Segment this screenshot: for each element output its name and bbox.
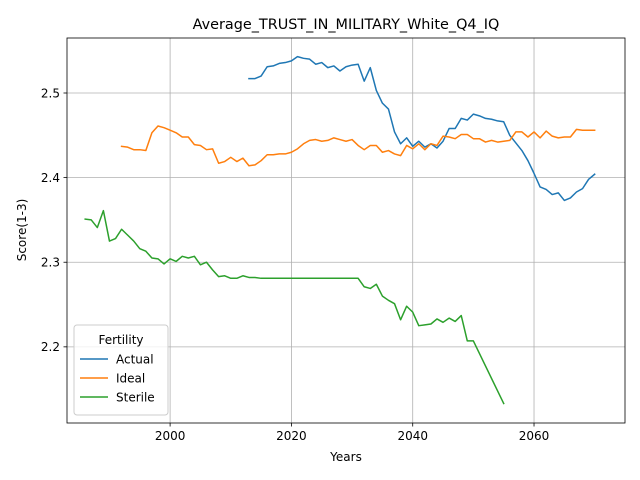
legend-label-sterile: Sterile: [116, 390, 155, 404]
x-tick-label: 2040: [397, 429, 428, 443]
chart-title: Average_TRUST_IN_MILITARY_White_Q4_IQ: [193, 17, 500, 33]
x-axis-label: Years: [329, 450, 362, 464]
series-line-sterile: [84, 209, 505, 405]
x-tick-label: 2020: [276, 429, 307, 443]
series-line-ideal: [120, 125, 596, 167]
legend-box: [73, 324, 169, 416]
series-lines: [84, 55, 596, 405]
y-tick-label: 2.5: [41, 86, 60, 100]
legend: Fertility Actual Ideal Sterile: [73, 324, 169, 416]
y-axis-label: Score(1-3): [15, 199, 29, 262]
y-tick-label: 2.3: [41, 256, 60, 270]
y-axis-ticks: 2.2 2.3 2.4 2.5: [41, 86, 67, 354]
y-tick-label: 2.4: [41, 171, 60, 185]
legend-label-actual: Actual: [116, 352, 154, 366]
legend-title: Fertility: [98, 333, 143, 347]
series-line-actual: [248, 55, 596, 202]
x-axis-ticks: 2000 2020 2040 2060: [155, 423, 549, 443]
x-tick-label: 2060: [519, 429, 550, 443]
y-tick-label: 2.2: [41, 340, 60, 354]
x-gridlines: [169, 38, 535, 423]
plot-frame: [66, 37, 626, 424]
x-tick-label: 2000: [155, 429, 186, 443]
legend-label-ideal: Ideal: [116, 371, 145, 385]
legend-items: Actual Ideal Sterile: [80, 352, 155, 404]
